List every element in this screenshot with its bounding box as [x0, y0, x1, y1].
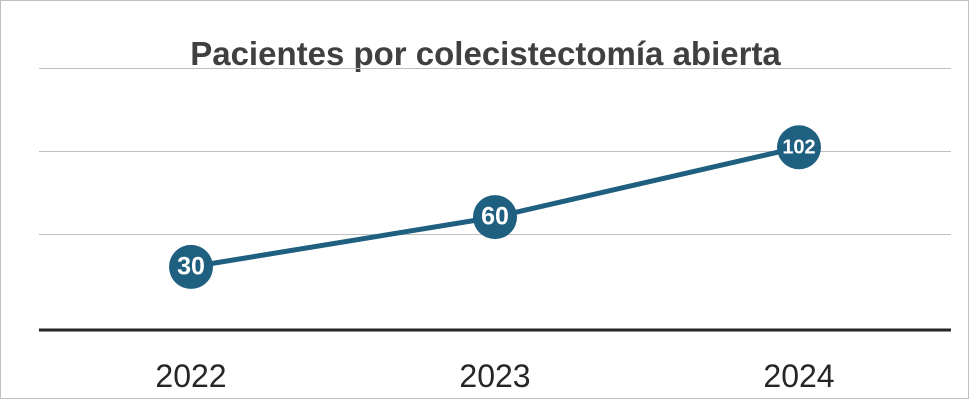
data-label: 30: [177, 253, 205, 281]
data-point-marker: [473, 195, 517, 240]
x-tick-label: 2022: [155, 358, 226, 394]
x-tick-label: 2023: [459, 358, 530, 394]
data-point-marker: [777, 125, 821, 170]
x-tick-label: 2024: [763, 358, 834, 394]
markers: 30 60 102: [169, 125, 821, 289]
x-axis-tick-labels: 2022 2023 2024: [155, 358, 834, 394]
data-point-marker: [169, 244, 213, 289]
chart-title: Pacientes por colecistectomía abierta: [190, 35, 781, 72]
data-label: 60: [481, 203, 509, 231]
data-label: 102: [782, 137, 815, 159]
